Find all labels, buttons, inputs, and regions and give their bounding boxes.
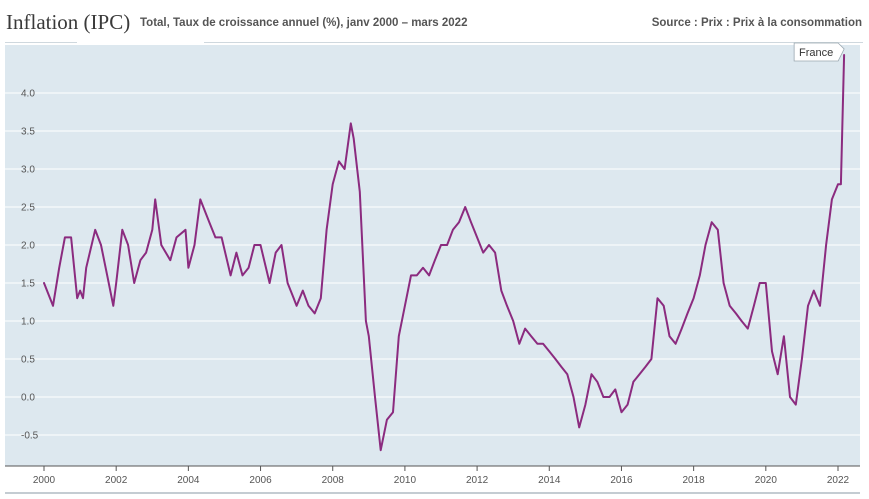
x-tick-label: 2012	[466, 475, 489, 486]
x-tick-label: 2004	[177, 475, 200, 486]
x-tick-label: 2002	[105, 475, 128, 486]
y-tick-label: 4.0	[21, 89, 35, 100]
y-tick-label: 0.0	[21, 393, 35, 404]
series-label-text: France	[799, 47, 833, 59]
y-tick-label: 1.5	[21, 279, 35, 290]
grid-lines	[5, 92, 860, 436]
series-group	[43, 54, 846, 452]
x-tick-label: 2016	[610, 475, 633, 486]
y-axis-labels: -0.5 0.0 0.5 1.0 1.5 2.0 2.5 3.0 3.5 4.0	[21, 89, 39, 442]
y-tick-label: 3.0	[21, 165, 35, 176]
x-tick-label: 2010	[394, 475, 417, 486]
x-tick-label: 2006	[249, 475, 272, 486]
chart-subtitle: Total, Taux de croissance annuel (%), ja…	[140, 17, 468, 29]
x-tick-label: 2014	[538, 475, 561, 486]
plot-area	[5, 45, 860, 466]
y-tick-label: 2.0	[21, 241, 35, 252]
y-tick-label: -0.5	[21, 431, 39, 442]
y-tick-label: 0.5	[21, 355, 35, 366]
x-tick-label: 2000	[33, 475, 56, 486]
x-tick-label: 2020	[755, 475, 778, 486]
y-tick-label: 3.5	[21, 127, 35, 138]
chart-title: Inflation (IPC)	[6, 10, 131, 34]
series-label-group: France	[793, 42, 845, 62]
header-tab-gap	[77, 41, 204, 44]
x-tick-label: 2022	[827, 475, 850, 486]
x-tick-label: 2008	[322, 475, 345, 486]
y-tick-label: 2.5	[21, 203, 35, 214]
y-tick-label: 1.0	[21, 317, 35, 328]
header-divider	[5, 42, 863, 43]
series-label-france: France	[793, 42, 845, 62]
x-axis: 2000 2002 2004 2006 2008 2010 2012 2014 2016 2018…	[5, 465, 860, 494]
series-line-france	[43, 54, 846, 452]
chart-source: Source : Prix : Prix à la consommation	[651, 17, 862, 29]
series-label-box	[793, 42, 845, 62]
chart-header: Inflation (IPC) Total, Taux de croissanc…	[0, 0, 869, 46]
x-tick-label: 2018	[683, 475, 706, 486]
